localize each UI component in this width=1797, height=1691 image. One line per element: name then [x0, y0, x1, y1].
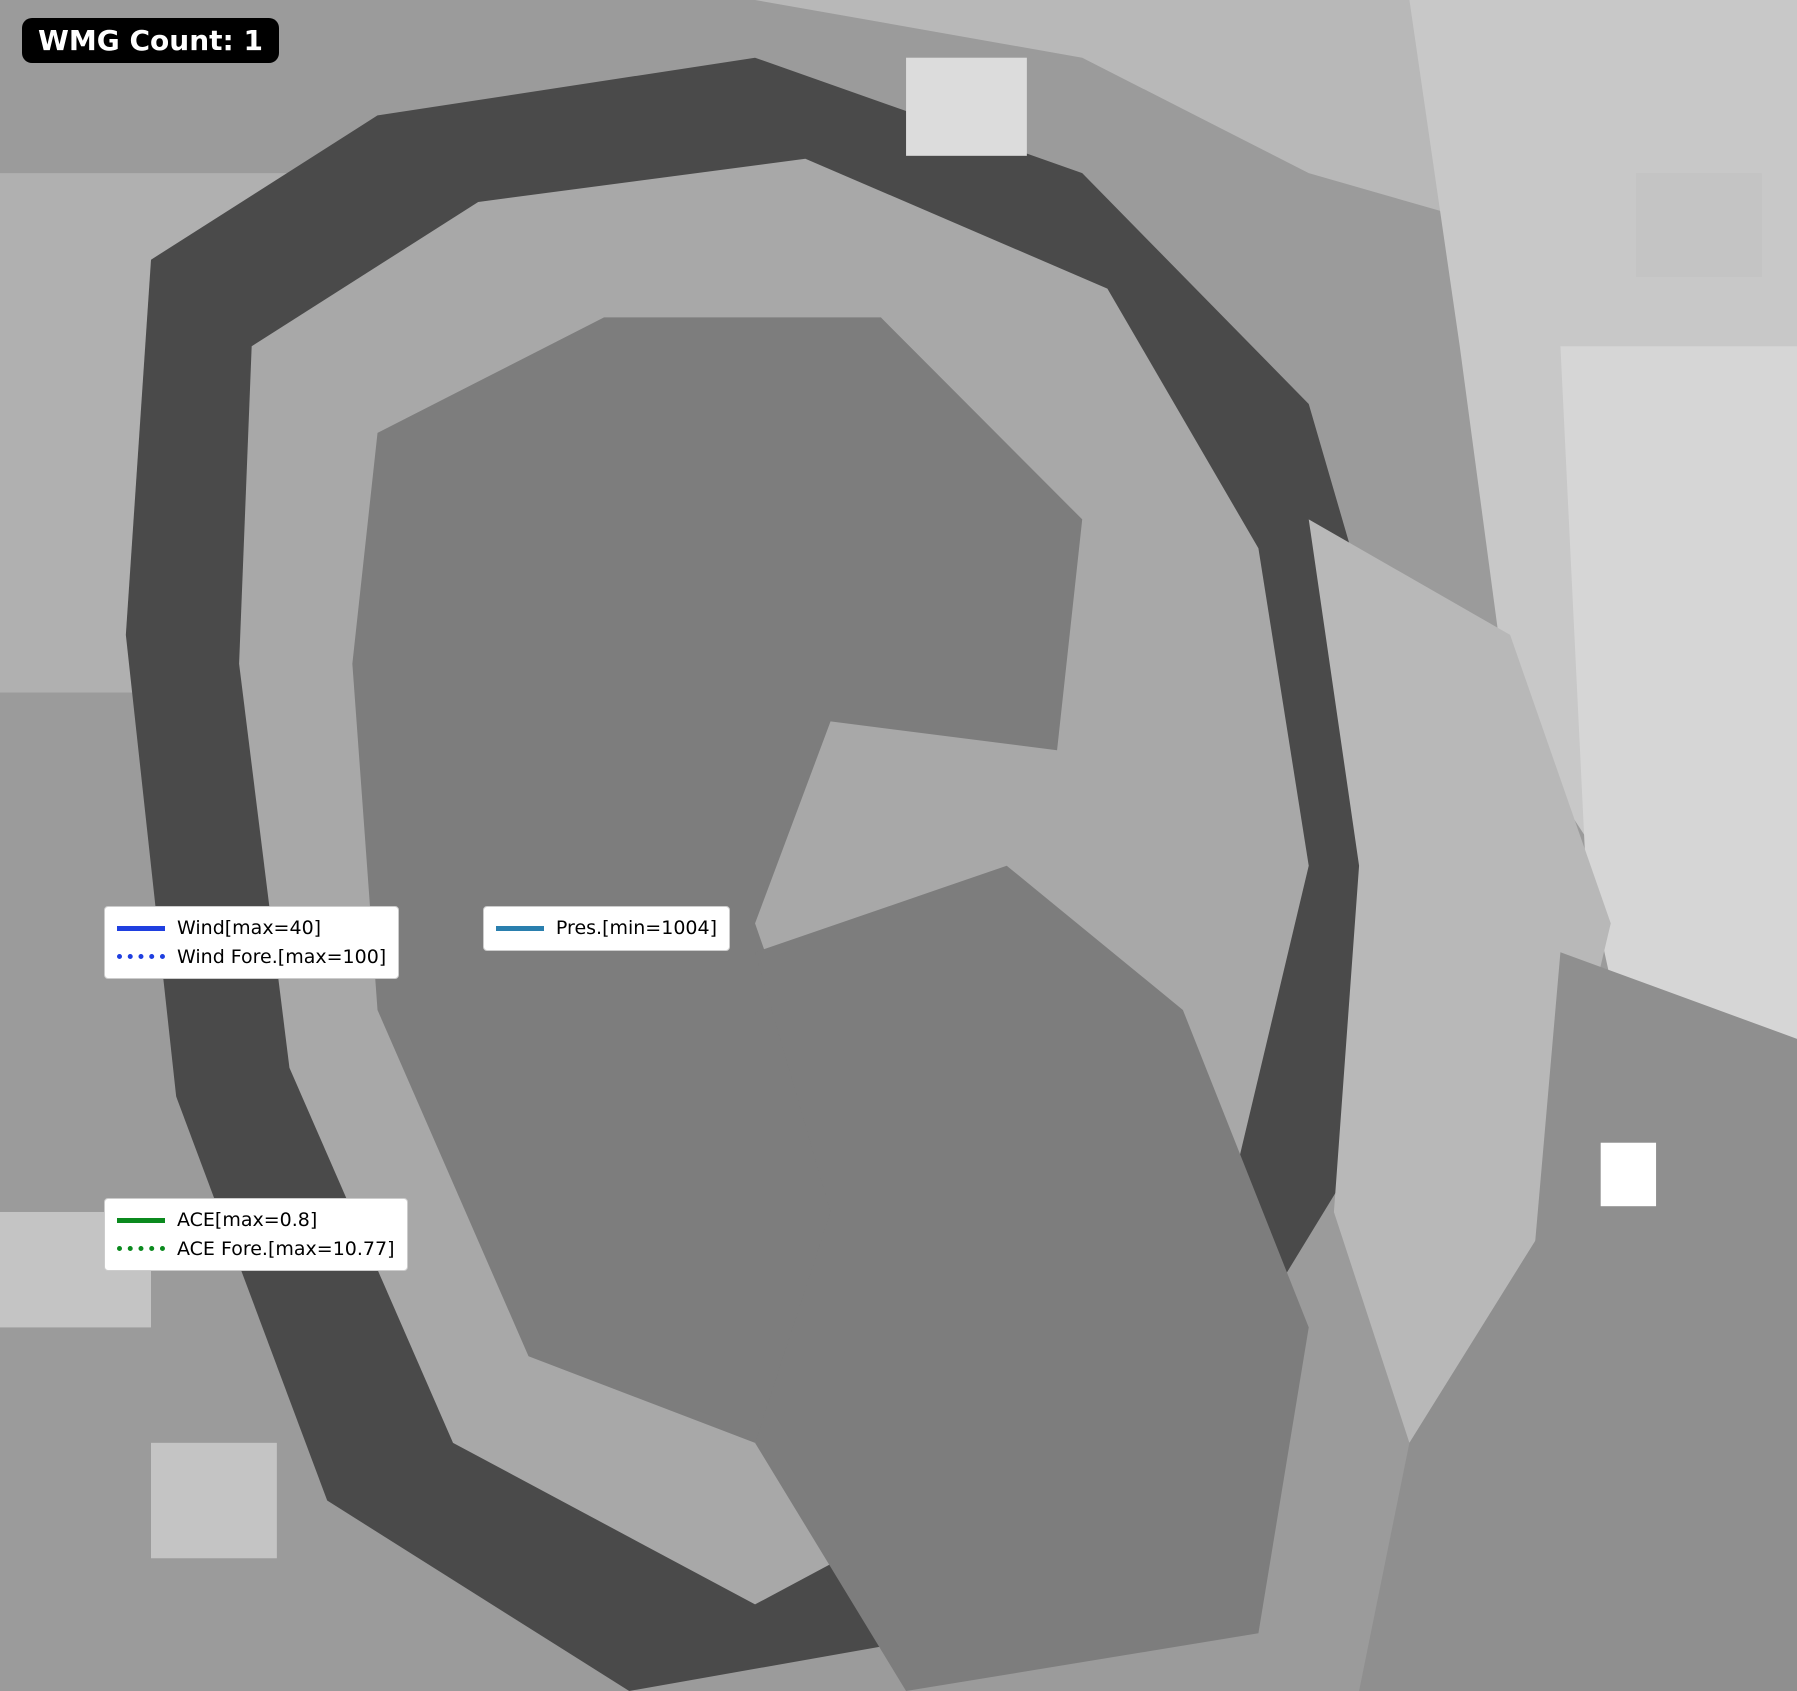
pressure-legend: Pres.[min=1004]: [482, 906, 730, 951]
legend-label-ace: ACE[max=0.8]: [177, 1209, 318, 1231]
blue-dotted-line-icon: [117, 954, 165, 960]
legend-item-pressure: Pres.[min=1004]: [495, 914, 717, 943]
legend-label-ace-forecast: ACE Fore.[max=10.77]: [177, 1237, 395, 1260]
legend-label-wind-forecast: Wind Fore.[max=100]: [177, 945, 387, 968]
green-solid-line-icon: [117, 1217, 165, 1223]
green-dotted-line-icon: [117, 1246, 165, 1252]
legend-item-wind: Wind[max=40]: [117, 914, 386, 943]
teal-solid-line-icon: [495, 925, 544, 931]
ace-legend: ACE[max=0.8] ACE Fore.[max=10.77]: [104, 1198, 408, 1271]
legend-item-wind-forecast: Wind Fore.[max=100]: [117, 943, 386, 972]
wmg-count-badge: WMG Count: 1: [22, 18, 279, 63]
legend-label-pressure: Pres.[min=1004]: [555, 917, 717, 939]
wind-legend: Wind[max=40] Wind Fore.[max=100]: [104, 906, 400, 979]
legend-item-ace-forecast: ACE Fore.[max=10.77]: [117, 1235, 395, 1264]
legend-item-ace: ACE[max=0.8]: [117, 1206, 395, 1235]
legend-label-wind: Wind[max=40]: [177, 917, 322, 939]
blue-solid-line-icon: [117, 925, 165, 931]
